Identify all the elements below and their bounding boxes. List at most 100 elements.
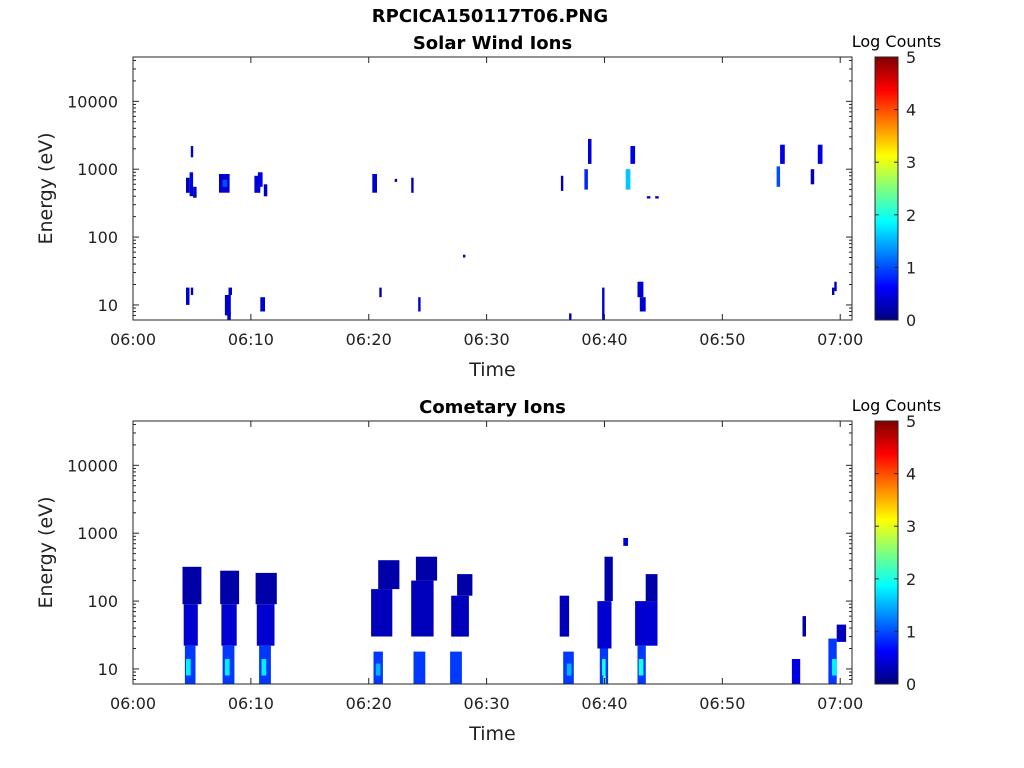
heatmap-cell <box>832 659 837 676</box>
heatmap-cell <box>186 177 190 193</box>
x-tick-label: 06:50 <box>699 330 745 349</box>
heatmap-cell <box>560 175 564 191</box>
heatmap-cell <box>182 566 202 605</box>
heatmap-cell <box>371 589 393 637</box>
heatmap-cell <box>597 601 612 649</box>
heatmap-cell <box>413 651 426 684</box>
plot-frame <box>132 56 853 321</box>
heatmap-cell <box>655 196 659 199</box>
y-axis-label: Energy (eV) <box>35 132 57 244</box>
x-tick-label: 07:00 <box>817 330 863 349</box>
heatmap-cell <box>602 659 606 676</box>
y-tick-label: 10000 <box>67 92 118 111</box>
heatmap-cell <box>635 601 658 646</box>
solar-wind-panel: Solar Wind Ions 06:00 06:10 06:20 06:30 06:40… <box>35 32 941 381</box>
y-tick-label: 100 <box>87 592 118 611</box>
heatmap-cell <box>224 295 231 316</box>
heatmap-cell <box>588 138 592 164</box>
y-tick-label: 10 <box>98 296 118 315</box>
heatmap-cell <box>645 574 658 602</box>
heatmap-cell <box>639 297 646 312</box>
colorbar-tick-label: 1 <box>906 622 916 641</box>
heatmap-cell <box>451 595 469 637</box>
heatmap-cell <box>791 659 801 684</box>
heatmap-cell <box>186 659 191 676</box>
heatmap-cell <box>450 651 462 684</box>
heatmap-cell <box>224 659 230 676</box>
colorbar-tick-label: 3 <box>906 153 916 172</box>
heatmap-cell <box>375 663 381 676</box>
colorbar <box>874 420 899 685</box>
heatmap-cell <box>638 659 644 676</box>
heatmap-cell <box>411 580 434 637</box>
heatmap-cell <box>257 172 263 187</box>
colorbar-tick-label: 2 <box>906 570 916 589</box>
heatmap-cell <box>260 297 265 312</box>
heatmap-cell <box>183 604 198 646</box>
x-tick-label: 06:20 <box>346 694 392 713</box>
x-axis-label: Time <box>468 723 516 745</box>
x-tick-label: 06:50 <box>699 694 745 713</box>
x-tick-label: 06:40 <box>581 330 627 349</box>
heatmap-cell <box>457 574 473 596</box>
heatmap-cell <box>220 570 240 605</box>
heatmap-cell <box>566 663 572 676</box>
heatmap-cell <box>411 177 414 193</box>
heatmap-cell <box>193 186 197 198</box>
x-axis-label: Time <box>468 359 516 381</box>
heatmap-cells <box>186 138 837 320</box>
colorbar-tick-label: 5 <box>906 412 916 431</box>
heatmap-cell <box>623 538 628 546</box>
heatmap-cell <box>394 178 398 182</box>
y-tick-label: 10 <box>98 660 118 679</box>
heatmap-cell <box>186 287 190 305</box>
heatmap-cell <box>646 196 651 199</box>
heatmap-cell <box>584 169 588 190</box>
heatmap-cell <box>810 169 815 185</box>
heatmap-cell <box>256 604 275 646</box>
x-tick-label: 06:40 <box>581 694 627 713</box>
plot-frame <box>132 420 853 685</box>
colorbar-tick-label: 0 <box>906 311 916 330</box>
heatmap-cell <box>415 556 438 581</box>
heatmap-cell <box>189 172 194 197</box>
heatmap-cell <box>836 624 847 642</box>
colorbar-tick-label: 3 <box>906 517 916 536</box>
heatmap-cell <box>802 616 806 637</box>
heatmap-cell <box>418 297 421 312</box>
x-tick-label: 06:10 <box>228 694 274 713</box>
y-tick-label: 10000 <box>67 456 118 475</box>
x-tick-label: 06:30 <box>464 330 510 349</box>
x-tick-label: 06:30 <box>464 694 510 713</box>
cometary-panel: Cometary Ions 06:00 06:10 06:20 06:30 06:40 06… <box>35 396 941 745</box>
y-tick-label: 1000 <box>77 524 118 543</box>
heatmap-cell <box>637 281 644 298</box>
heatmap-cell <box>379 287 382 298</box>
heatmap-cells <box>182 538 847 684</box>
heatmap-cell <box>228 287 232 295</box>
heatmap-cell <box>817 144 823 164</box>
heatmap-cell <box>602 287 605 320</box>
x-tick-label: 06:00 <box>110 330 156 349</box>
figure-title: RPCICA150117T06.PNG <box>371 6 609 27</box>
colorbar-tick-label: 2 <box>906 206 916 225</box>
heatmap-cell <box>569 313 572 320</box>
heatmap-cell <box>832 287 835 295</box>
heatmap-cell <box>834 281 837 292</box>
heatmap-cell <box>630 146 636 164</box>
heatmap-cell <box>227 311 231 320</box>
x-tick-label: 06:20 <box>346 330 392 349</box>
y-tick-label: 100 <box>87 228 118 247</box>
heatmap-cell <box>625 169 631 190</box>
heatmap-cell <box>222 179 228 187</box>
heatmap-cell <box>190 146 194 158</box>
y-axis-label: Energy (eV) <box>35 496 57 608</box>
colorbar <box>874 56 899 321</box>
panel-title: Solar Wind Ions <box>413 33 572 54</box>
heatmap-cell <box>780 144 785 164</box>
heatmap-cell <box>463 254 466 258</box>
heatmap-cell <box>263 184 268 197</box>
heatmap-cell <box>261 659 267 676</box>
heatmap-cell <box>254 175 261 193</box>
